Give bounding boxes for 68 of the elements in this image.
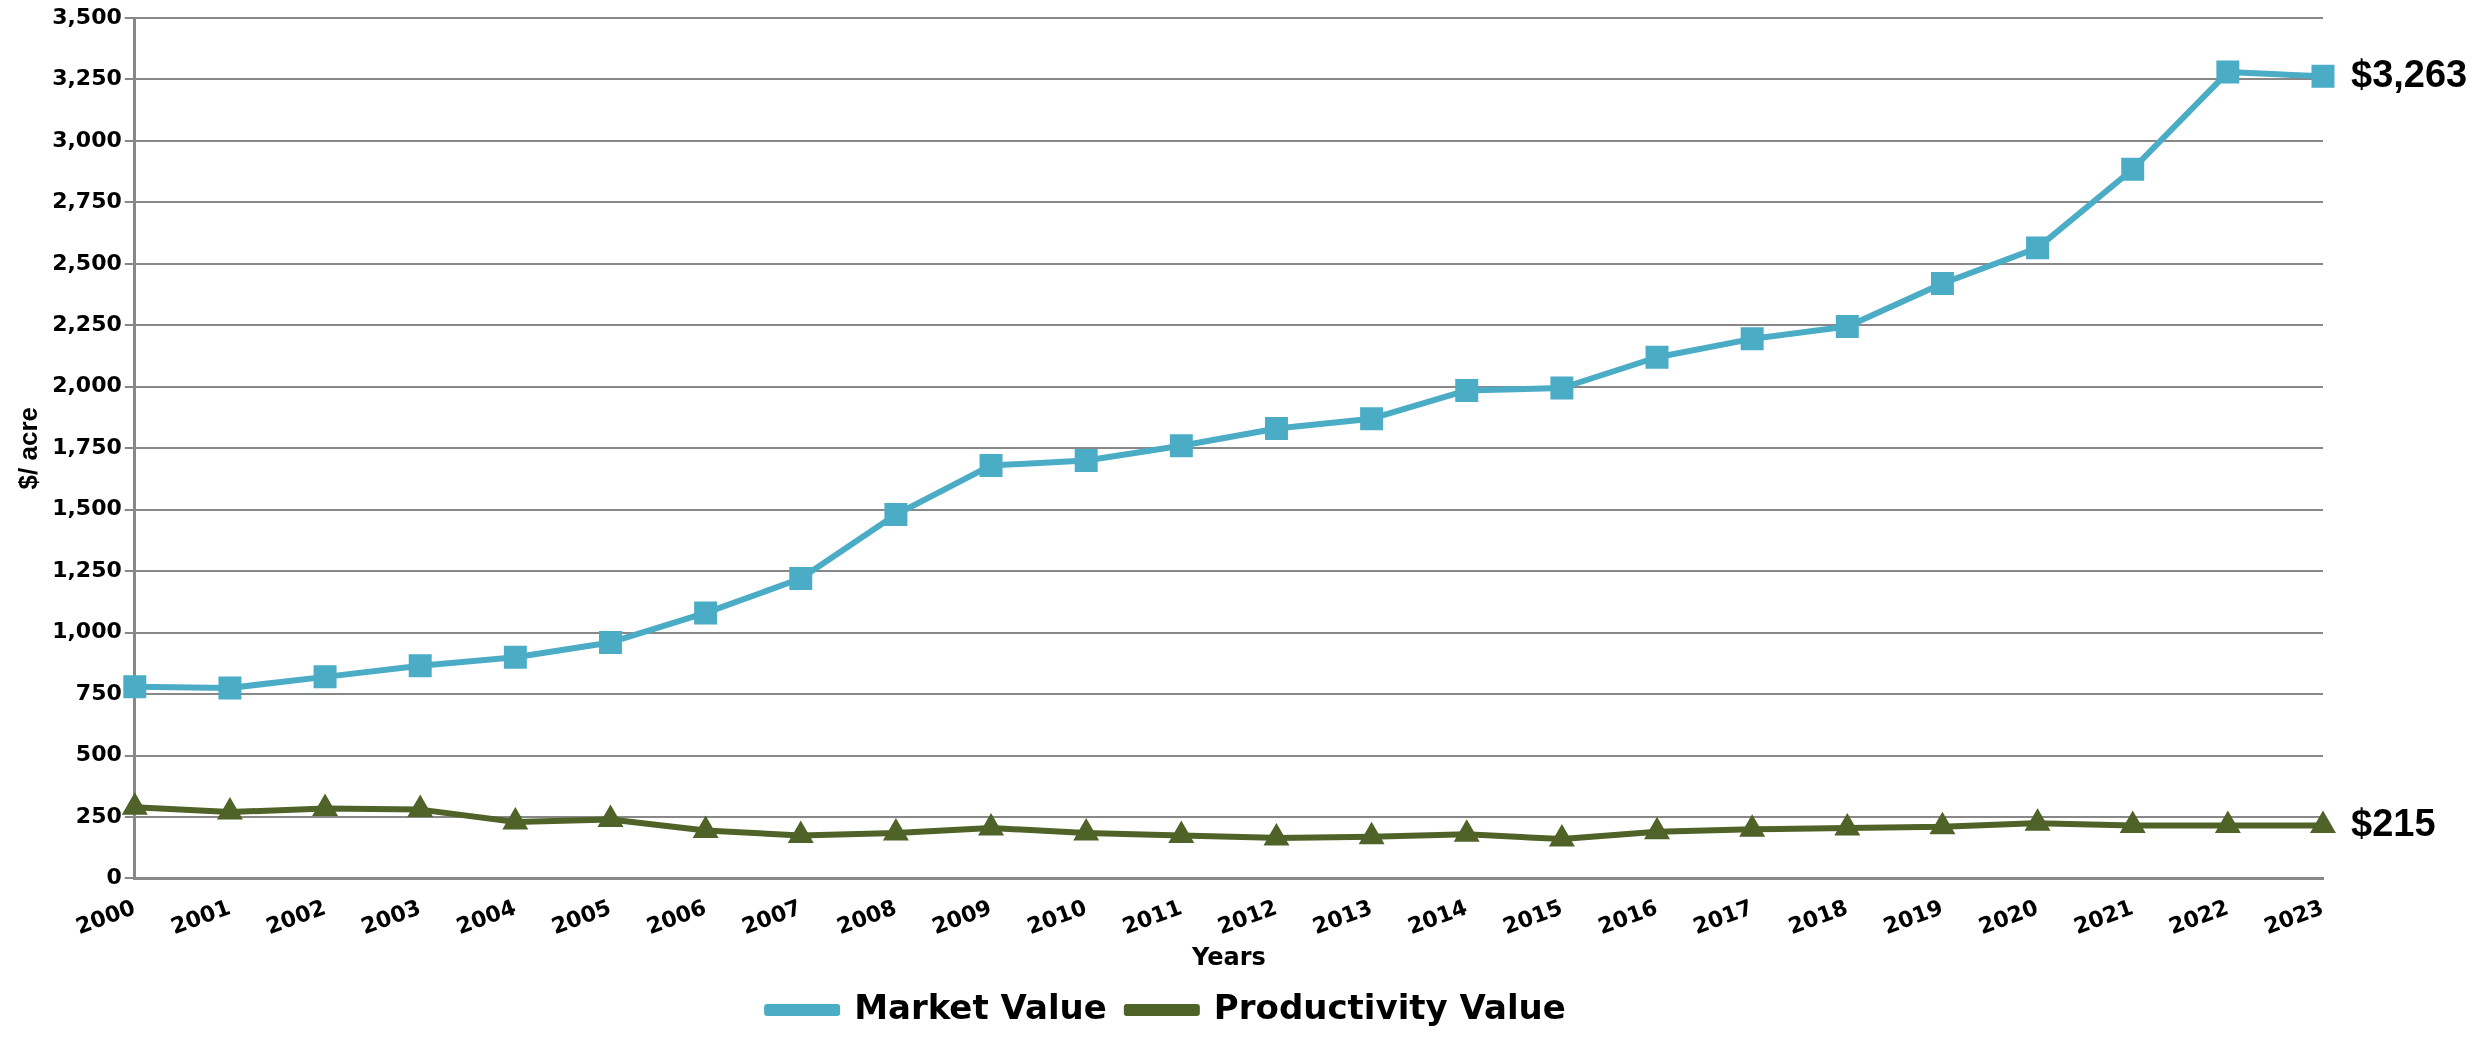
x-tick-label: 2018 — [1784, 894, 1851, 939]
y-tick-label: 3,500 — [52, 3, 122, 29]
x-tick-label: 2007 — [738, 894, 805, 939]
point — [1360, 407, 1384, 431]
x-tick-label: 2020 — [1975, 894, 2042, 939]
point — [1074, 449, 1098, 472]
point — [599, 630, 622, 654]
x-tick-label: 2023 — [2260, 894, 2327, 939]
y-tick-label: 2,000 — [52, 372, 122, 398]
legend-label: Productivity Value — [1213, 986, 1566, 1027]
point — [1263, 823, 1290, 846]
x-tick-label: 2005 — [548, 894, 615, 939]
x-tick-label: 2001 — [167, 894, 234, 939]
point — [694, 601, 718, 625]
point — [789, 567, 813, 591]
x-tick-label: 2000 — [72, 894, 139, 939]
point — [1550, 376, 1574, 400]
y-tick-label: 0 — [106, 864, 122, 890]
y-tick-label: 2,750 — [52, 188, 122, 214]
x-tick-label: 2019 — [1880, 894, 1947, 939]
point — [979, 453, 1003, 477]
point — [1073, 818, 1099, 841]
point — [1930, 272, 1954, 295]
x-tick-label: 2013 — [1309, 894, 1376, 939]
y-tick-label: 1,000 — [52, 618, 122, 644]
x-tick-label: 2004 — [452, 894, 520, 939]
y-tick-label: 1,250 — [52, 556, 122, 582]
y-tick-label: 750 — [75, 679, 122, 705]
legend-label: Market Value — [854, 986, 1107, 1027]
point — [503, 645, 527, 669]
point — [1169, 434, 1193, 458]
x-tick-label: 2006 — [643, 894, 710, 939]
point — [502, 807, 529, 830]
point — [1264, 417, 1288, 441]
y-tick-label: 3,000 — [52, 126, 122, 152]
x-tick-label: 2003 — [357, 894, 424, 939]
y-axis-title: $/ acre — [12, 407, 43, 490]
x-tick-label: 2014 — [1404, 894, 1471, 939]
x-tick-label: 2002 — [262, 894, 329, 939]
y-tick-label: 3,250 — [52, 65, 122, 91]
x-tick-label: 2009 — [928, 894, 995, 939]
y-tick-label: 1,500 — [52, 495, 122, 521]
y-tick-label: 500 — [75, 741, 122, 767]
y-tick-label: 2,500 — [52, 249, 122, 275]
y-tick-label: 2,250 — [52, 311, 122, 337]
x-tick-label: 2008 — [833, 894, 900, 939]
x-axis-title: Years — [1191, 942, 1266, 971]
x-tick-label: 2010 — [1023, 894, 1090, 939]
point — [1645, 345, 1669, 369]
x-tick-label: 2011 — [1118, 894, 1185, 939]
point — [2121, 157, 2145, 181]
x-tick-label: 2021 — [2070, 894, 2137, 939]
x-tick-label: 2015 — [1499, 894, 1566, 939]
point — [884, 503, 908, 527]
point — [1644, 817, 1670, 840]
point — [1835, 315, 1859, 339]
annotation: $3,263 — [2351, 52, 2468, 95]
point — [1455, 378, 1479, 402]
point — [883, 818, 909, 841]
point — [2026, 236, 2050, 260]
point — [1740, 327, 1764, 351]
annotation: $215 — [2351, 802, 2436, 845]
x-tick-label: 2012 — [1214, 894, 1281, 939]
x-tick-label: 2017 — [1689, 894, 1756, 939]
y-tick-label: 1,750 — [52, 433, 122, 459]
y-tick-label: 250 — [75, 802, 122, 828]
x-tick-label: 2022 — [2165, 894, 2232, 939]
x-tick-label: 2016 — [1594, 894, 1661, 939]
